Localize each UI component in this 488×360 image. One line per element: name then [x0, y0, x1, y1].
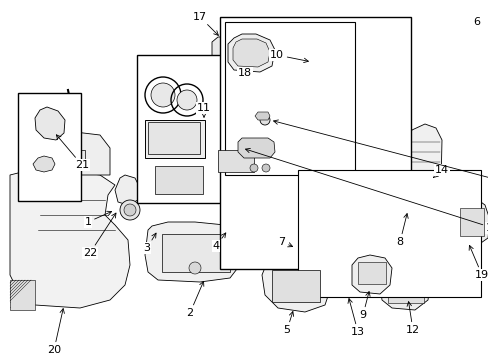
Circle shape	[260, 115, 269, 125]
Text: 11: 11	[197, 103, 210, 117]
Polygon shape	[285, 212, 319, 248]
Polygon shape	[297, 174, 367, 272]
Polygon shape	[232, 39, 269, 67]
Text: 22: 22	[82, 213, 116, 258]
Polygon shape	[33, 156, 55, 172]
Polygon shape	[115, 175, 140, 205]
Bar	[387, 278, 423, 303]
Text: 14: 14	[433, 165, 448, 177]
Text: 16: 16	[245, 148, 488, 233]
Text: 13: 13	[347, 298, 364, 337]
Text: 5: 5	[283, 311, 293, 335]
Text: 3: 3	[143, 233, 156, 253]
Bar	[224, 22, 354, 175]
Polygon shape	[238, 138, 274, 158]
Polygon shape	[209, 138, 260, 178]
Text: 2: 2	[186, 282, 203, 318]
Bar	[18, 93, 81, 201]
Bar	[271, 270, 319, 302]
Text: 18: 18	[238, 68, 251, 78]
Circle shape	[151, 83, 175, 107]
Text: 6: 6	[472, 17, 480, 27]
Text: 15: 15	[273, 120, 488, 197]
Circle shape	[177, 90, 197, 110]
Polygon shape	[10, 170, 130, 308]
Circle shape	[124, 204, 136, 216]
Circle shape	[241, 79, 259, 97]
Polygon shape	[381, 172, 424, 228]
Polygon shape	[407, 124, 441, 240]
Polygon shape	[145, 222, 242, 282]
Text: 1: 1	[84, 211, 111, 227]
Polygon shape	[254, 112, 269, 120]
Polygon shape	[454, 196, 488, 245]
Polygon shape	[55, 150, 85, 165]
Bar	[297, 170, 480, 297]
Text: 21: 21	[56, 135, 89, 170]
Text: 12: 12	[405, 302, 419, 335]
Text: 4: 4	[212, 233, 225, 251]
Polygon shape	[10, 280, 35, 310]
Bar	[459, 208, 483, 236]
Circle shape	[249, 164, 258, 172]
Text: 10: 10	[269, 50, 308, 63]
Text: 9: 9	[359, 292, 369, 320]
Polygon shape	[212, 37, 234, 60]
Circle shape	[189, 262, 201, 274]
Bar	[357, 262, 385, 284]
Bar	[145, 120, 204, 158]
Bar	[162, 234, 229, 272]
Text: 8: 8	[396, 213, 407, 247]
Polygon shape	[227, 34, 274, 72]
Polygon shape	[262, 258, 329, 312]
Polygon shape	[367, 205, 374, 240]
Text: 7: 7	[278, 237, 292, 247]
Bar	[218, 150, 253, 172]
Polygon shape	[351, 255, 391, 294]
Polygon shape	[379, 270, 429, 310]
Bar	[220, 17, 410, 269]
Polygon shape	[148, 122, 200, 154]
Text: 20: 20	[47, 309, 64, 355]
Polygon shape	[40, 132, 110, 175]
Circle shape	[120, 200, 140, 220]
Bar	[137, 55, 223, 203]
Bar	[155, 166, 203, 194]
Polygon shape	[142, 158, 215, 202]
Text: 19: 19	[468, 246, 488, 280]
Polygon shape	[35, 107, 65, 140]
Text: 17: 17	[193, 12, 218, 35]
Circle shape	[262, 164, 269, 172]
